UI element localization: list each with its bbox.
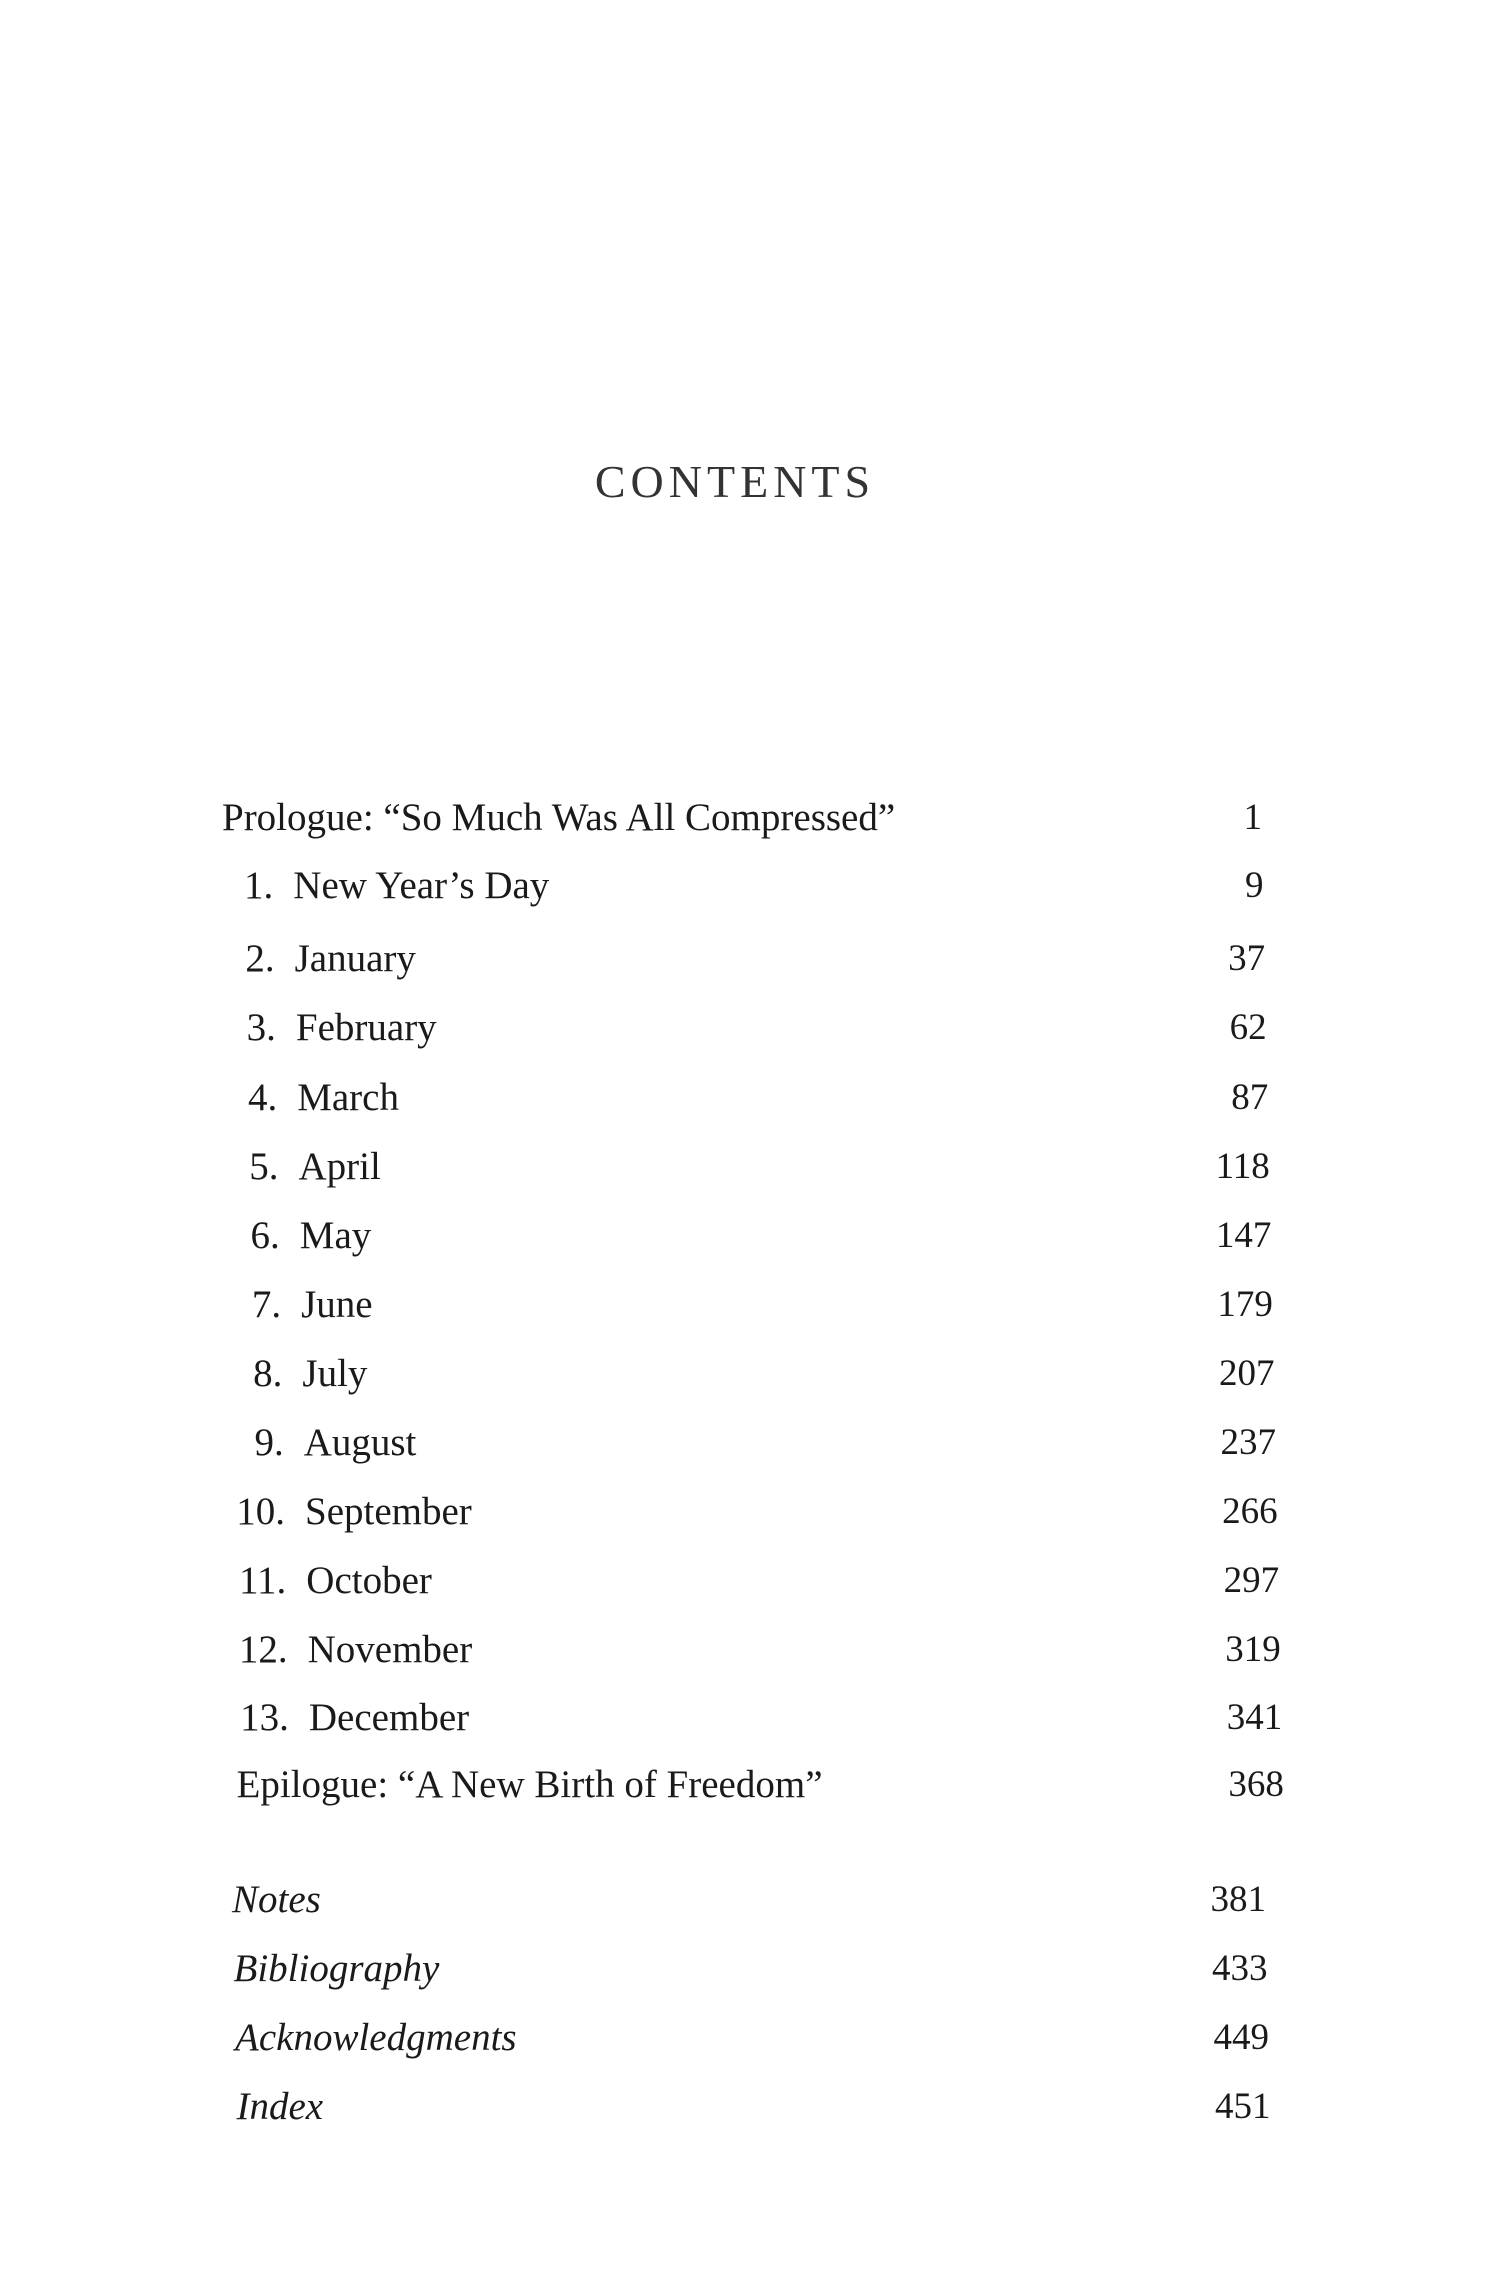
page-number: 118: [1215, 1146, 1270, 1187]
entry-title: Prologue: “So Much Was All Compressed”: [222, 796, 896, 839]
chapter-number: 11.: [238, 1559, 287, 1602]
toc-entry[interactable]: Epilogue: “A New Birth of Freedom” 368: [0, 1755, 1500, 1815]
chapter-number: 13.: [240, 1696, 289, 1739]
entry-title: June: [301, 1283, 373, 1326]
chapter-number: 1.: [244, 864, 274, 907]
toc-entry[interactable]: 12. November 319: [0, 1620, 1500, 1680]
back-matter-entry[interactable]: Index 451: [0, 2077, 1500, 2137]
page-number: 87: [1231, 1077, 1269, 1118]
page-number: 266: [1222, 1491, 1278, 1532]
page-number: 433: [1212, 1948, 1268, 1989]
entry-title: September: [305, 1490, 472, 1533]
entry-title: Index: [236, 2085, 324, 2128]
entry-title: July: [302, 1352, 368, 1395]
entry-title: Acknowledgments: [235, 2016, 517, 2059]
toc-entry[interactable]: 7. June 179: [0, 1275, 1500, 1335]
page-number: 237: [1220, 1422, 1277, 1463]
chapter-number: 5.: [249, 1145, 279, 1188]
toc-entry[interactable]: 1. New Year’s Day 9: [0, 856, 1500, 916]
page-number: 319: [1225, 1629, 1281, 1670]
page-number: 297: [1223, 1560, 1280, 1601]
toc-entry[interactable]: 10. September 266: [0, 1482, 1500, 1542]
toc-entry[interactable]: 5. April 118: [0, 1137, 1500, 1197]
toc-entry[interactable]: 8. July 207: [0, 1344, 1500, 1404]
entry-title: Notes: [232, 1878, 321, 1921]
chapter-number: 9.: [254, 1421, 284, 1464]
entry-title: March: [297, 1076, 399, 1119]
page-number: 341: [1226, 1697, 1283, 1738]
back-matter-entry[interactable]: Bibliography 433: [0, 1939, 1500, 1999]
toc-entry[interactable]: 3. February 62: [0, 998, 1500, 1058]
entry-title: Bibliography: [233, 1947, 440, 1990]
toc-entry[interactable]: 2. January 37: [0, 929, 1500, 989]
page-number: 368: [1228, 1764, 1284, 1805]
toc-entry[interactable]: 4. March 87: [0, 1068, 1500, 1128]
chapter-number: 4.: [247, 1076, 278, 1119]
chapter-number: 2.: [245, 937, 275, 980]
toc-entry[interactable]: 11. October 297: [0, 1551, 1500, 1611]
back-matter-entry[interactable]: Notes 381: [0, 1870, 1500, 1930]
toc-entry[interactable]: 13. December 341: [0, 1688, 1500, 1748]
toc-entry[interactable]: 6. May 147: [0, 1206, 1500, 1266]
chapter-number: 10.: [236, 1490, 285, 1533]
page-number: 451: [1215, 2086, 1271, 2127]
entry-title: October: [306, 1559, 432, 1602]
back-matter-entry[interactable]: Acknowledgments 449: [0, 2008, 1500, 2068]
entry-title: January: [294, 937, 416, 980]
entry-title: New Year’s Day: [293, 864, 550, 907]
chapter-number: 3.: [246, 1006, 276, 1049]
page-title: CONTENTS: [594, 456, 876, 507]
chapter-number: 8.: [253, 1352, 283, 1395]
page-number: 449: [1213, 2017, 1270, 2058]
page-number: 1: [1243, 797, 1263, 838]
page-number: 207: [1218, 1353, 1275, 1394]
page-number: 179: [1217, 1284, 1273, 1325]
entry-title: May: [299, 1214, 372, 1257]
entry-title: August: [303, 1421, 417, 1464]
entry-title: December: [308, 1696, 470, 1739]
toc-entry[interactable]: Prologue: “So Much Was All Compressed” 1: [0, 788, 1500, 848]
page-number: 9: [1245, 865, 1264, 906]
toc-entry[interactable]: 9. August 237: [0, 1413, 1500, 1473]
page-number: 147: [1215, 1215, 1272, 1256]
page-number: 62: [1229, 1007, 1267, 1048]
page-number: 381: [1210, 1879, 1267, 1920]
chapter-number: 7.: [251, 1283, 282, 1326]
chapter-number: 6.: [250, 1214, 280, 1257]
entry-title: April: [298, 1145, 381, 1188]
entry-title: Epilogue: “A New Birth of Freedom”: [236, 1763, 823, 1806]
entry-title: November: [307, 1628, 473, 1671]
page-number: 37: [1228, 938, 1266, 979]
chapter-number: 12.: [238, 1628, 288, 1671]
entry-title: February: [295, 1006, 437, 1049]
